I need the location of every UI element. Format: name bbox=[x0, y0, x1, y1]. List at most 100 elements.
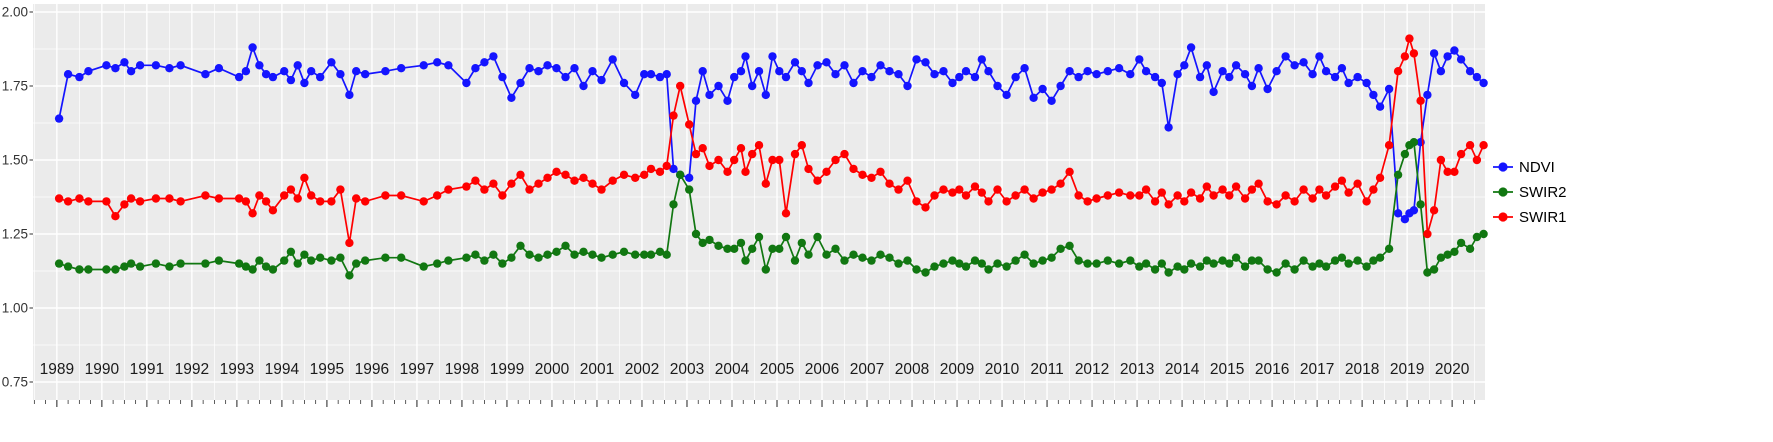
data-point-ndvi bbox=[345, 90, 354, 100]
data-point-ndvi bbox=[1231, 61, 1241, 70]
data-point-ndvi bbox=[1393, 209, 1403, 218]
data-point-swir1 bbox=[723, 167, 732, 176]
data-point-ndvi bbox=[1400, 215, 1410, 224]
data-point-ndvi bbox=[1263, 84, 1272, 94]
data-point-swir1 bbox=[1209, 191, 1218, 200]
data-point-swir2 bbox=[970, 256, 980, 265]
data-point-swir1 bbox=[840, 149, 849, 159]
data-point-swir1 bbox=[1465, 141, 1475, 150]
data-point-ndvi bbox=[939, 67, 948, 76]
data-point-ndvi bbox=[1321, 67, 1331, 76]
data-point-swir1 bbox=[993, 185, 1002, 194]
data-point-swir2 bbox=[858, 253, 867, 262]
data-point-ndvi bbox=[480, 58, 489, 67]
data-point-swir1 bbox=[352, 194, 361, 203]
data-point-swir2 bbox=[961, 262, 971, 271]
data-point-ndvi bbox=[669, 164, 678, 174]
data-point-swir1 bbox=[1020, 185, 1029, 194]
data-point-swir1 bbox=[705, 161, 714, 171]
data-point-swir1 bbox=[1344, 188, 1353, 197]
data-point-swir2 bbox=[1002, 262, 1011, 271]
data-point-ndvi bbox=[1114, 63, 1124, 73]
data-point-swir2 bbox=[1209, 259, 1218, 268]
data-point-swir1 bbox=[1450, 167, 1459, 176]
data-point-ndvi bbox=[397, 63, 406, 73]
data-point-swir1 bbox=[552, 167, 561, 176]
legend-label-swir2: SWIR2 bbox=[1519, 184, 1567, 201]
data-point-swir2 bbox=[419, 262, 428, 271]
data-point-swir1 bbox=[1362, 197, 1371, 206]
data-point-swir2 bbox=[1393, 170, 1403, 179]
data-point-swir1 bbox=[984, 197, 993, 206]
data-point-swir2 bbox=[1247, 256, 1257, 265]
data-point-swir2 bbox=[1290, 265, 1299, 274]
data-point-ndvi bbox=[831, 70, 840, 79]
data-point-ndvi bbox=[579, 81, 588, 91]
data-point-swir2 bbox=[1114, 259, 1124, 268]
data-point-ndvi bbox=[1065, 67, 1074, 76]
data-point-ndvi bbox=[1173, 70, 1182, 79]
data-point-swir1 bbox=[471, 176, 480, 185]
data-point-swir2 bbox=[1218, 256, 1227, 265]
data-point-swir2 bbox=[1299, 256, 1308, 265]
data-point-swir2 bbox=[471, 250, 480, 259]
data-point-swir1 bbox=[419, 197, 428, 206]
data-point-swir2 bbox=[631, 250, 640, 259]
data-point-swir2 bbox=[955, 259, 964, 268]
data-point-swir2 bbox=[1472, 232, 1482, 242]
data-point-swir1 bbox=[885, 179, 894, 188]
data-point-ndvi bbox=[993, 81, 1002, 91]
data-point-ndvi bbox=[507, 93, 516, 103]
data-point-ndvi bbox=[955, 72, 964, 82]
data-point-ndvi bbox=[525, 63, 534, 73]
data-point-ndvi bbox=[1315, 52, 1324, 61]
data-point-ndvi bbox=[120, 58, 129, 67]
data-point-swir1 bbox=[691, 149, 701, 159]
data-point-ndvi bbox=[433, 58, 442, 67]
data-point-swir1 bbox=[165, 194, 174, 203]
data-point-swir1 bbox=[1479, 141, 1488, 150]
data-point-ndvi bbox=[316, 72, 325, 82]
data-point-swir1 bbox=[444, 185, 453, 194]
data-point-swir1 bbox=[876, 167, 885, 176]
data-point-ndvi bbox=[748, 81, 757, 91]
data-point-swir1 bbox=[730, 155, 739, 165]
x-tick-label: 2014 bbox=[1165, 361, 1200, 378]
data-point-swir2 bbox=[930, 262, 939, 271]
data-point-swir2 bbox=[525, 250, 534, 259]
data-point-swir2 bbox=[1456, 238, 1466, 248]
data-point-ndvi bbox=[1299, 58, 1308, 67]
data-point-ndvi bbox=[1180, 61, 1189, 70]
x-tick-label: 2005 bbox=[760, 361, 794, 378]
data-point-swir2 bbox=[1344, 259, 1353, 268]
data-point-swir1 bbox=[54, 194, 64, 203]
data-point-ndvi bbox=[534, 67, 543, 76]
data-point-swir1 bbox=[662, 161, 671, 171]
data-point-swir1 bbox=[775, 155, 784, 165]
data-point-swir2 bbox=[1186, 259, 1196, 268]
data-point-swir1 bbox=[1092, 194, 1101, 203]
data-point-ndvi bbox=[255, 61, 264, 70]
data-point-swir1 bbox=[669, 111, 678, 120]
data-point-swir2 bbox=[597, 253, 606, 262]
x-tick-label: 2006 bbox=[805, 361, 839, 378]
data-point-swir1 bbox=[1141, 185, 1151, 194]
data-point-swir1 bbox=[1299, 185, 1308, 194]
data-point-swir1 bbox=[255, 191, 264, 200]
x-tick-label: 2009 bbox=[940, 361, 974, 378]
data-point-swir2 bbox=[912, 265, 921, 274]
data-point-swir2 bbox=[1254, 256, 1263, 265]
data-point-ndvi bbox=[930, 70, 939, 79]
data-point-swir1 bbox=[813, 176, 822, 185]
data-point-ndvi bbox=[1150, 72, 1160, 82]
data-point-swir1 bbox=[498, 191, 507, 200]
data-point-swir2 bbox=[462, 253, 471, 262]
data-point-swir1 bbox=[151, 194, 161, 203]
data-point-swir2 bbox=[655, 247, 665, 256]
data-point-ndvi bbox=[781, 72, 791, 82]
data-point-swir2 bbox=[977, 259, 986, 268]
data-point-swir2 bbox=[1225, 259, 1234, 268]
data-point-ndvi bbox=[948, 78, 957, 88]
data-point-swir1 bbox=[307, 191, 316, 200]
data-point-swir2 bbox=[214, 256, 224, 265]
